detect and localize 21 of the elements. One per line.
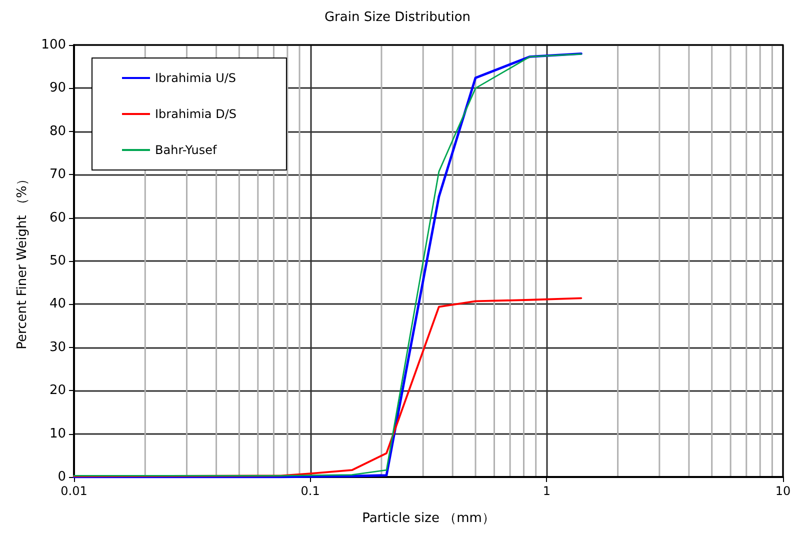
legend-label: Bahr-Yusef — [155, 143, 218, 157]
x-tick-label: 0.1 — [300, 484, 320, 498]
y-tick-label: 90 — [49, 80, 66, 96]
y-axis-title: Percent Finer Weight （%） — [15, 172, 30, 350]
x-tick-label: 0.01 — [60, 484, 88, 498]
legend-label: Ibrahimia U/S — [155, 71, 236, 85]
y-tick-label: 0 — [58, 470, 66, 484]
y-tick-label: 50 — [49, 254, 66, 268]
y-tick-label: 80 — [49, 124, 66, 139]
y-tick-label: 70 — [49, 167, 66, 182]
y-tick-label: 30 — [49, 340, 66, 355]
y-tick-label: 20 — [49, 383, 66, 398]
y-tick-label: 100 — [41, 38, 66, 52]
y-tick-label: 40 — [49, 296, 66, 312]
y-tick-label: 60 — [49, 210, 66, 226]
x-tick-label: 10 — [775, 484, 791, 498]
legend-label: Ibrahimia D/S — [155, 107, 236, 121]
y-tick-label: 10 — [49, 426, 66, 442]
chart-title: Grain Size Distribution — [324, 10, 471, 25]
x-axis-title: Particle size （mm） — [362, 511, 495, 526]
x-tick-label: 1 — [542, 484, 550, 498]
